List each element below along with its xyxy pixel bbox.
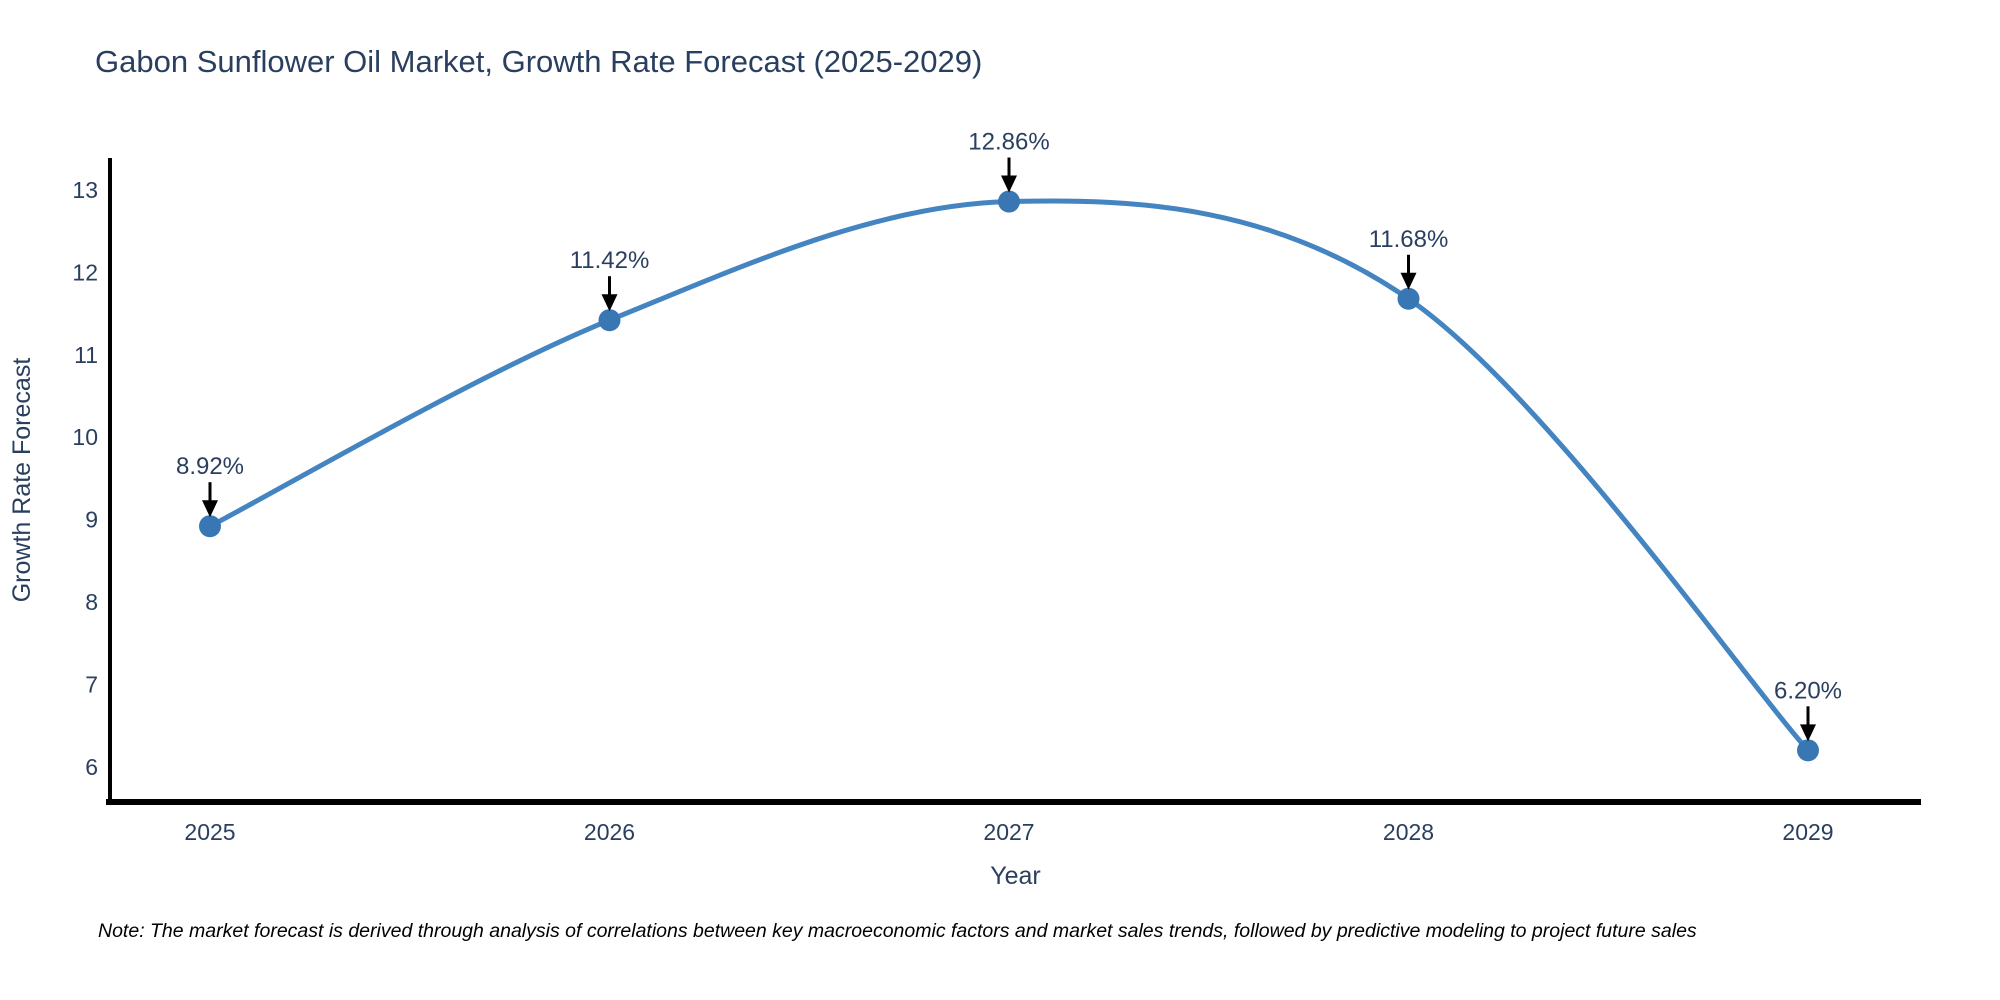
x-tick-label: 2026 bbox=[584, 819, 635, 845]
x-axis-title: Year bbox=[990, 862, 1041, 890]
footnote: Note: The market forecast is derived thr… bbox=[98, 920, 1697, 942]
data-point-marker bbox=[1397, 287, 1420, 310]
annotation-arrowhead bbox=[1001, 175, 1017, 193]
annotation-label: 12.86% bbox=[968, 129, 1049, 156]
annotation-label: 11.42% bbox=[570, 247, 650, 274]
x-tick-label: 2028 bbox=[1383, 819, 1434, 845]
y-tick-label: 10 bbox=[72, 424, 98, 450]
y-tick-label: 11 bbox=[74, 342, 98, 368]
x-tick-label: 2027 bbox=[983, 819, 1034, 845]
annotation-arrowhead bbox=[1400, 272, 1417, 290]
data-point-marker bbox=[598, 309, 621, 332]
y-axis-title: Growth Rate Forecast bbox=[8, 358, 36, 603]
annotation-label: 6.20% bbox=[1774, 677, 1842, 704]
trend-line bbox=[207, 198, 1811, 753]
x-tick-label: 2025 bbox=[184, 819, 235, 845]
y-tick-label: 6 bbox=[85, 754, 98, 780]
data-point-marker bbox=[1797, 739, 1819, 762]
annotation-label: 8.92% bbox=[176, 453, 244, 480]
y-tick-label: 9 bbox=[85, 507, 98, 533]
y-tick-label: 12 bbox=[72, 259, 98, 285]
data-point-marker bbox=[998, 190, 1020, 213]
annotation-arrowhead bbox=[202, 500, 218, 518]
annotation-arrowhead bbox=[601, 294, 618, 312]
data-point-marker bbox=[199, 515, 221, 538]
chart-title: Gabon Sunflower Oil Market, Growth Rate … bbox=[95, 44, 983, 79]
y-tick-label: 7 bbox=[85, 671, 98, 697]
x-tick-label: 2029 bbox=[1782, 819, 1833, 845]
annotation-arrowhead bbox=[1800, 724, 1816, 742]
y-tick-label: 13 bbox=[72, 177, 98, 203]
annotation-label: 11.68% bbox=[1369, 226, 1449, 253]
y-tick-label: 8 bbox=[85, 589, 98, 615]
